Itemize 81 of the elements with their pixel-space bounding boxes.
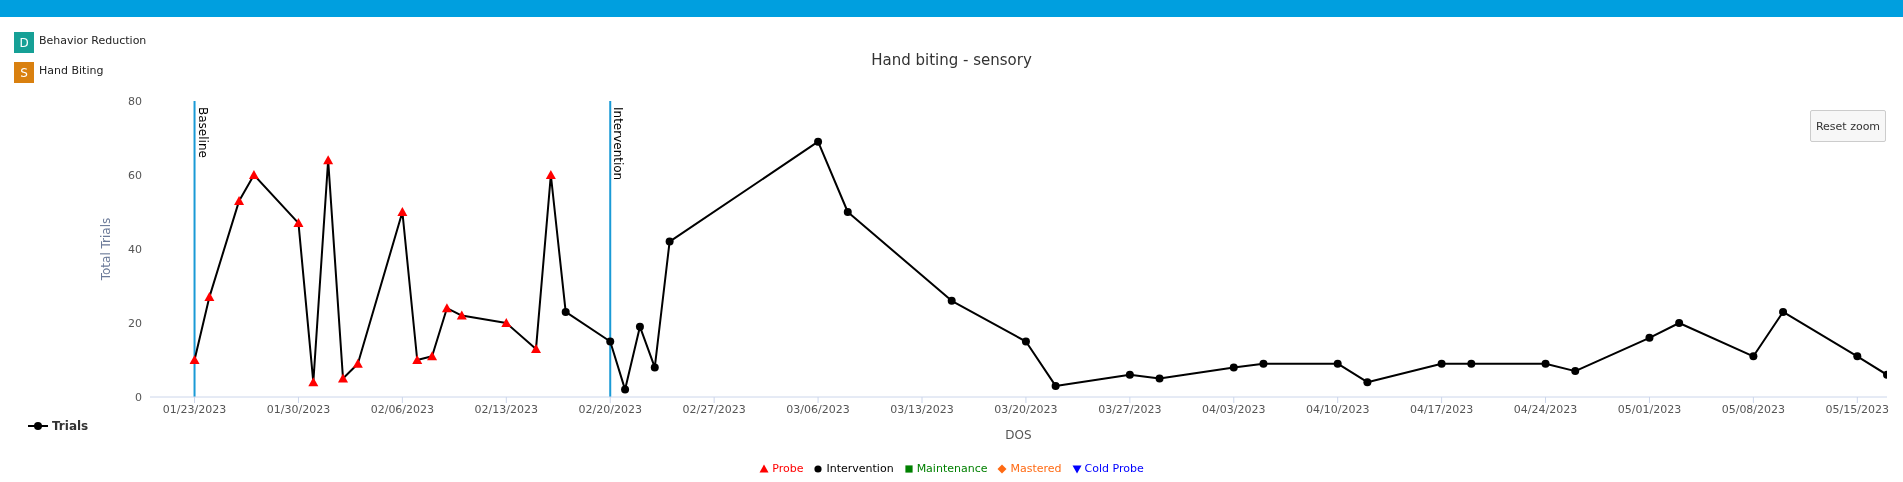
y-tick-label: 40 [128,242,142,256]
point [456,310,467,320]
point [412,355,423,364]
y-axis-title: Total Trials [99,217,114,282]
point [1259,359,1268,368]
x-tick-label: 04/17/2023 [1409,402,1474,416]
point [650,363,659,372]
ref-line-label: Intervention [611,107,626,181]
point [293,218,304,228]
x-tick-label: 03/13/2023 [890,402,954,416]
point [1853,352,1862,361]
annotation: Reset zoom [1810,110,1886,142]
x-tick-label: 02/13/2023 [474,402,539,416]
point [1571,367,1580,376]
x-tick-label: 02/20/2023 [578,402,642,416]
x-tick-label: 04/24/2023 [1513,402,1578,416]
point [308,377,319,387]
y-tick-label: 80 [128,94,142,108]
point [427,351,438,361]
point [397,207,408,216]
point [1051,381,1060,390]
y-tick-label: 0 [135,390,142,404]
point [545,170,556,179]
y-tick-label: 20 [128,316,142,330]
x-tick-label: 05/01/2023 [1617,402,1682,416]
legend-label: Cold Probe [1083,462,1144,475]
point [441,303,452,313]
legend-label: Probe [771,462,804,475]
point [248,170,259,179]
point [1229,363,1238,372]
point [1467,359,1476,368]
point [323,155,334,165]
x-tick-label: 05/08/2023 [1721,402,1786,416]
point [1155,374,1164,383]
point [352,358,363,368]
point [1363,378,1372,387]
point [947,296,956,305]
point [606,337,615,346]
x-tick-label: 03/20/2023 [994,402,1058,416]
x-tick-label: 05/15/2023 [1825,402,1890,416]
legend-label: Intervention [825,462,894,475]
y-tick-label: 60 [128,168,142,182]
chart-title: Hand biting - sensory [871,51,1032,69]
x-tick-label: 04/03/2023 [1202,402,1266,416]
text: S [14,62,34,83]
point [234,195,245,205]
point [1675,319,1684,327]
point [1749,352,1758,361]
x-tick-label: 04/10/2023 [1305,402,1370,416]
point [1541,359,1550,368]
point [635,322,644,331]
legend-label: Maintenance [915,462,988,475]
text: Hand Biting [39,64,104,77]
ref-line-label: Baseline [195,107,210,158]
x-tick-label: 03/06/2023 [786,402,850,416]
point [501,318,512,327]
point [1645,333,1654,342]
legend-label: Mastered [1009,462,1062,475]
text: Behavior Reduction [39,34,147,47]
point [561,307,570,316]
point [1125,370,1134,379]
text: D [14,32,34,53]
legend-label: Trials [51,419,89,433]
point [189,355,200,364]
point [204,292,215,302]
point [814,137,823,146]
point [1021,337,1030,346]
point [531,343,541,353]
x-tick-label: 02/27/2023 [682,402,746,416]
x-axis-title: DOS [1005,428,1032,442]
point [843,208,852,216]
point [338,373,348,383]
point [1437,359,1446,368]
x-tick-label: 01/23/2023 [162,402,227,416]
x-tick-label: 02/06/2023 [370,402,435,416]
point [1779,307,1788,316]
point [621,385,630,394]
x-tick-label: 01/30/2023 [266,402,331,416]
point [665,237,674,246]
x-tick-label: 03/27/2023 [1098,402,1162,416]
point [1333,359,1342,368]
